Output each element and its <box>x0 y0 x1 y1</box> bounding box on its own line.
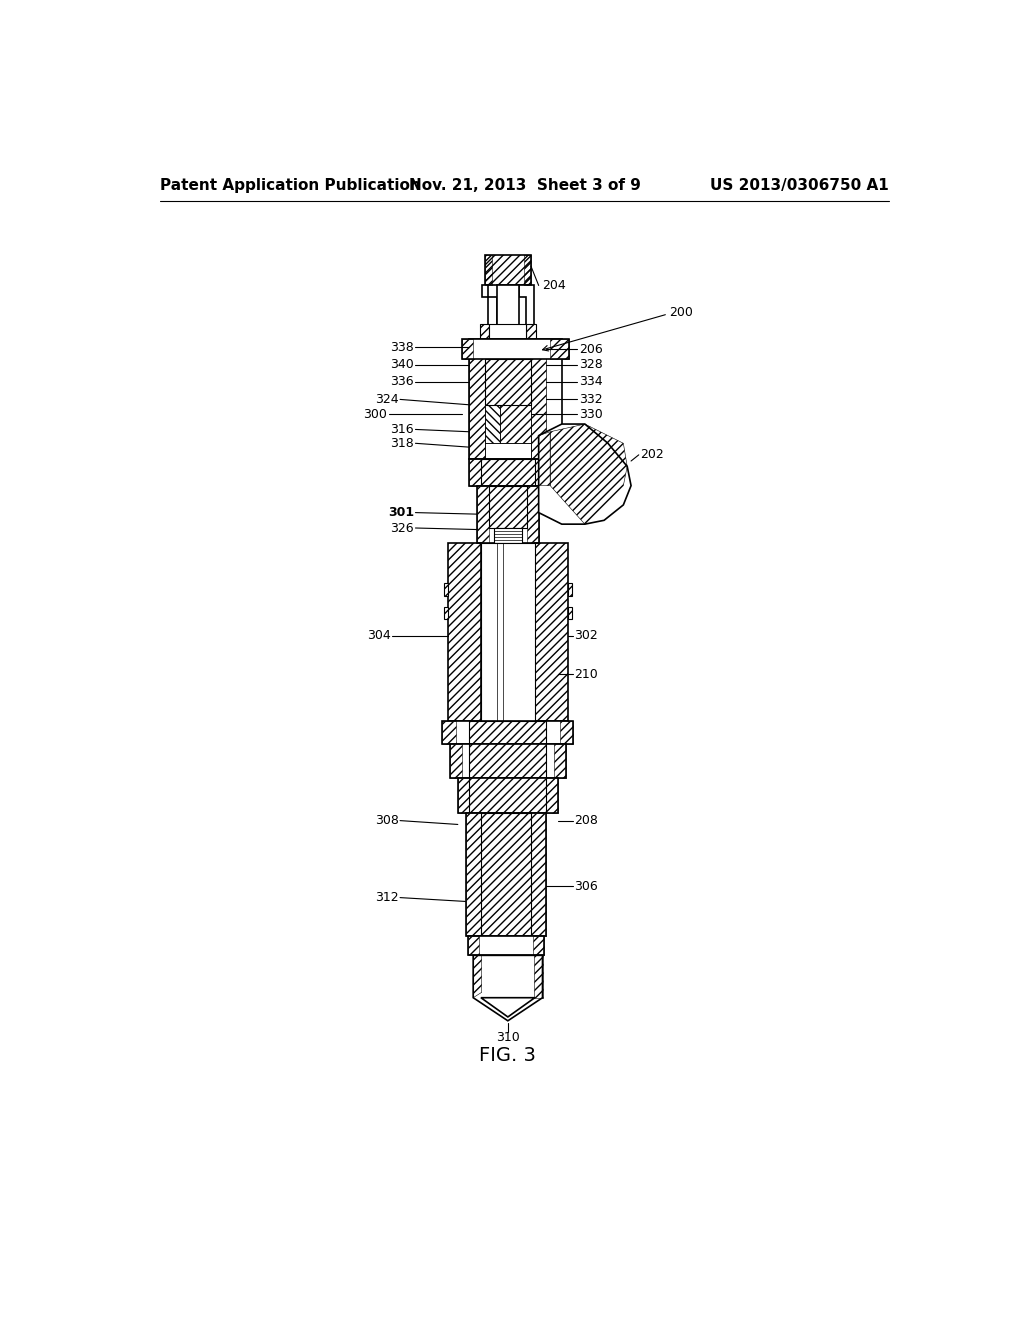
Polygon shape <box>489 323 526 339</box>
Polygon shape <box>539 424 631 524</box>
Polygon shape <box>518 285 535 327</box>
Polygon shape <box>481 998 535 1016</box>
Text: 204: 204 <box>543 279 566 292</box>
Text: 308: 308 <box>375 814 398 828</box>
Text: 334: 334 <box>579 375 602 388</box>
Polygon shape <box>444 583 447 595</box>
Text: 304: 304 <box>367 630 391 643</box>
Polygon shape <box>480 323 489 339</box>
Text: 302: 302 <box>574 630 598 643</box>
Text: 208: 208 <box>574 814 598 828</box>
Text: 301: 301 <box>388 506 414 519</box>
Polygon shape <box>568 583 571 595</box>
Text: Nov. 21, 2013  Sheet 3 of 9: Nov. 21, 2013 Sheet 3 of 9 <box>409 178 641 193</box>
Text: 330: 330 <box>579 408 602 421</box>
Polygon shape <box>497 285 518 327</box>
Text: 324: 324 <box>375 393 398 407</box>
Polygon shape <box>477 486 539 544</box>
Text: 202: 202 <box>640 449 664 462</box>
Polygon shape <box>466 813 547 936</box>
Text: 340: 340 <box>390 358 414 371</box>
Polygon shape <box>481 285 497 327</box>
Text: 338: 338 <box>390 341 414 354</box>
Text: 210: 210 <box>574 668 598 681</box>
Polygon shape <box>458 779 558 813</box>
Polygon shape <box>526 323 536 339</box>
Polygon shape <box>469 339 562 459</box>
Text: Patent Application Publication: Patent Application Publication <box>160 178 421 193</box>
Polygon shape <box>444 607 447 619</box>
Text: US 2013/0306750 A1: US 2013/0306750 A1 <box>711 178 889 193</box>
Text: 326: 326 <box>390 521 414 535</box>
Text: FIG. 3: FIG. 3 <box>479 1045 537 1065</box>
Polygon shape <box>468 936 544 956</box>
Text: 318: 318 <box>390 437 414 450</box>
Text: 312: 312 <box>375 891 398 904</box>
Text: 200: 200 <box>670 306 693 319</box>
Text: 310: 310 <box>496 1031 520 1044</box>
Polygon shape <box>568 607 571 619</box>
Polygon shape <box>462 339 569 359</box>
Polygon shape <box>469 459 562 486</box>
Polygon shape <box>494 528 521 544</box>
Polygon shape <box>473 956 543 1020</box>
Text: 316: 316 <box>390 422 414 436</box>
Polygon shape <box>442 721 573 743</box>
Text: 300: 300 <box>364 408 387 421</box>
Text: 332: 332 <box>579 393 602 407</box>
Polygon shape <box>484 255 531 285</box>
Polygon shape <box>451 743 565 779</box>
Text: 206: 206 <box>579 343 602 356</box>
Text: 328: 328 <box>579 358 602 371</box>
Text: 336: 336 <box>390 375 414 388</box>
Polygon shape <box>481 544 535 721</box>
Text: 306: 306 <box>574 879 598 892</box>
